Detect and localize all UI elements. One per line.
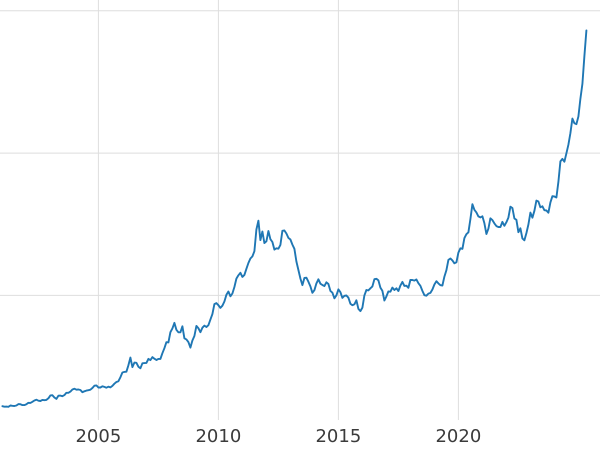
vertical-gridlines (97, 0, 459, 420)
x-tick-label: 2005 (75, 426, 121, 447)
x-tick-label: 2010 (195, 426, 241, 447)
x-axis-tick-labels: 2005 2010 2015 2020 (75, 426, 481, 447)
price-series-line (1, 29, 588, 408)
x-tick-label: 2020 (435, 426, 481, 447)
horizontal-gridlines (0, 10, 600, 296)
x-tick-label: 2015 (315, 426, 361, 447)
